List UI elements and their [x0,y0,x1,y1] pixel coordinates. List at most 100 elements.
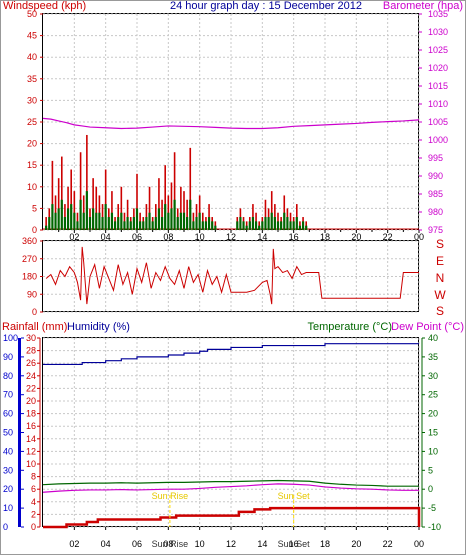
rainfall-tick-label: 12 [26,446,36,456]
rainfall-tick-label: 26 [26,358,36,368]
x-tick-label: 00 [414,539,424,549]
x-tick-label: 14 [257,232,267,242]
rainfall-tick-label: 16 [26,421,36,431]
x-tick-label: 10 [195,232,205,242]
barometer-axis-title: Barometer (hpa) [383,0,463,12]
barometer-tick-label: 985 [428,189,443,199]
windspeed-axes: 02 04 06 08 10 12 14 16 18 20 22 000510152025303540… [27,9,448,242]
x-tick-label: 04 [101,539,111,549]
sunset-label-bottom: Sun Set [278,539,311,549]
windspeed-tick-label: 5 [32,203,37,213]
windspeed-tick-label: 25 [27,117,37,127]
rainfall-tick-label: 2 [31,509,36,519]
windspeed-tick-label: 15 [27,160,37,170]
windspeed-axis-title: Windspeed (kph) [3,0,86,12]
x-tick-label: 12 [226,232,236,242]
x-tick-label: 08 [163,232,173,242]
sunset-label: Sun Set [278,491,311,501]
temperature-tick-label: 30 [428,371,438,381]
rainfall-axis-title: Rainfall (mm) [2,321,67,333]
lower-axes: 02 04 06 08 10 12 14 16 18 20 22 000246810121416182… [3,333,441,549]
direction-axes: 360 270 180 90 0 [22,236,43,317]
humidity-tick-label: 100 [3,333,18,343]
rainfall-tick-label: 24 [26,371,36,381]
temperature-axis-title: Temperature (°C) [308,321,392,333]
temperature-tick-label: -10 [428,522,441,532]
barometer-tick-label: 1030 [428,27,448,37]
windspeed-tick-label: 10 [27,182,37,192]
windspeed-tick-label: 45 [27,31,37,41]
temperature-tick-label: 25 [428,390,438,400]
rainfall-tick-label: 14 [26,434,36,444]
direction-panel-frame [42,240,419,312]
x-tick-label: 10 [195,539,205,549]
x-tick-label: 08 [163,539,173,549]
rainfall-tick-label: 20 [26,396,36,406]
wind-direction-line [45,246,419,305]
x-tick-label: 04 [101,232,111,242]
barometer-tick-label: 995 [428,153,443,163]
direction-tick-label: 270 [22,254,37,264]
rainfall-tick-label: 30 [26,333,36,343]
x-tick-label: 20 [351,539,361,549]
temperature-tick-label: 15 [428,428,438,438]
direction-letter-n: N [436,271,445,285]
windspeed-series [42,117,420,230]
humidity-tick-label: 10 [3,503,13,513]
temperature-tick-label: 10 [428,446,438,456]
rainfall-line [43,506,421,529]
barometer-tick-label: 1020 [428,63,448,73]
sunrise-label: Sun Rise [152,491,189,501]
direction-letter-w: W [434,288,446,302]
x-tick-label: 12 [226,539,236,549]
rainfall-tick-label: 4 [31,497,36,507]
x-tick-label: 00 [414,232,424,242]
humidity-tick-label: 0 [3,522,8,532]
rainfall-tick-label: 22 [26,383,36,393]
barometer-tick-label: 1000 [428,135,448,145]
chart-title: 24 hour graph day : 15 December 2012 [170,0,362,12]
direction-tick-label: 0 [32,307,37,317]
direction-tick-label: 90 [27,289,37,299]
barometer-tick-label: 1015 [428,81,448,91]
direction-series [45,246,419,305]
temperature-tick-label: 35 [428,352,438,362]
x-tick-label: 18 [320,539,330,549]
x-tick-label: 06 [132,539,142,549]
x-tick-label: 02 [69,539,79,549]
x-tick-label: 02 [69,232,79,242]
windspeed-tick-label: 0 [32,225,37,235]
windspeed-tick-label: 50 [27,9,37,19]
humidity-tick-label: 80 [3,371,13,381]
humidity-tick-label: 50 [3,428,13,438]
humidity-tick-label: 30 [3,465,13,475]
temperature-tick-label: 20 [428,409,438,419]
lower-series [42,343,421,529]
windspeed-tick-label: 30 [27,95,37,105]
rainfall-tick-label: 6 [31,484,36,494]
x-tick-label: 14 [257,539,267,549]
dewpoint-axis-title: Dew Point (°C) [391,321,464,333]
windspeed-tick-label: 20 [27,139,37,149]
barometer-tick-label: 990 [428,171,443,181]
barometer-tick-label: 1010 [428,99,448,109]
temperature-tick-label: 40 [428,333,438,343]
x-tick-label: 22 [383,232,393,242]
rainfall-tick-label: 28 [26,346,36,356]
direction-letter-s-top: S [436,237,444,251]
direction-letter-s-bottom: S [436,304,444,318]
x-tick-label: 16 [289,539,299,549]
rainfall-tick-label: 18 [26,409,36,419]
rainfall-tick-label: 8 [31,472,36,482]
humidity-tick-label: 20 [3,484,13,494]
temperature-line [42,479,419,487]
barometer-tick-label: 1035 [428,9,448,19]
x-tick-label: 20 [351,232,361,242]
barometer-tick-label: 975 [428,225,443,235]
direction-grid [43,240,420,313]
temperature-tick-label: 0 [428,484,433,494]
dewpoint-line [42,483,419,493]
x-tick-label: 16 [289,232,299,242]
